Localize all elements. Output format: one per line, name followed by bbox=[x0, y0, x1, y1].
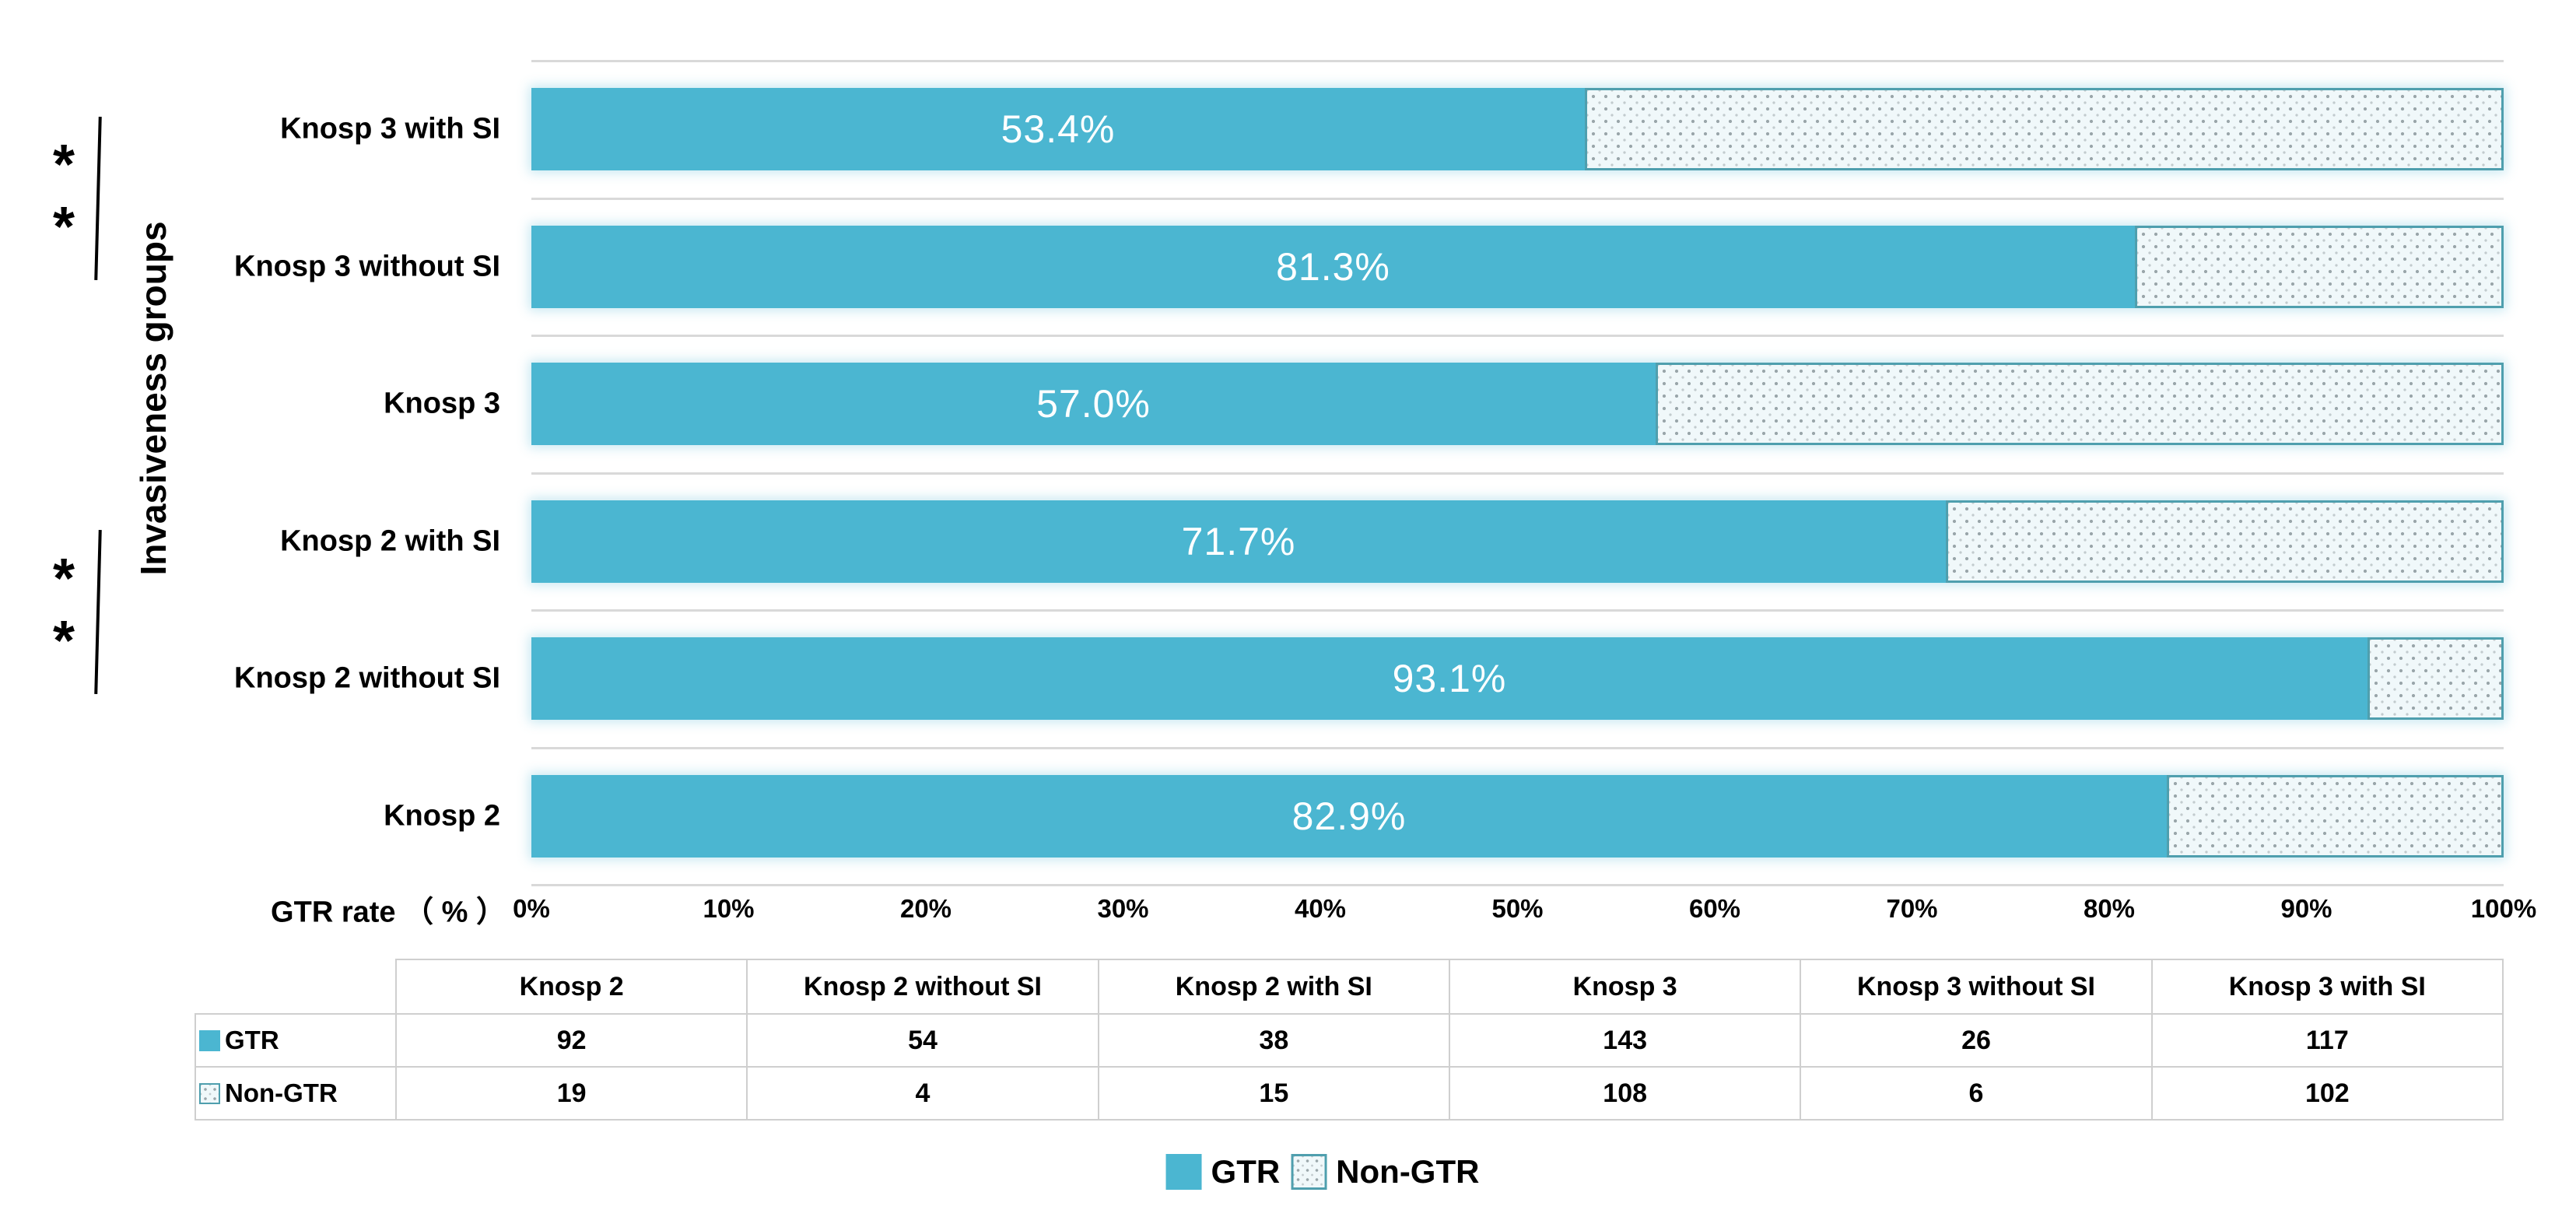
x-tick-label: 40% bbox=[1294, 894, 1347, 923]
grid-line bbox=[531, 472, 2504, 475]
legend-label: GTR bbox=[1211, 1153, 1281, 1190]
gtr-bar-segment: 81.3% bbox=[531, 225, 2135, 308]
table-header-cell: Knosp 2 without SI bbox=[746, 959, 1099, 1015]
significance-star: * bbox=[52, 548, 75, 610]
grid-line bbox=[531, 197, 2504, 200]
bar-value-label: 93.1% bbox=[1392, 657, 1507, 700]
table-value-cell: 6 bbox=[1800, 1066, 2153, 1121]
gtr-bar-segment: 82.9% bbox=[531, 774, 2167, 858]
x-tick-label: 70% bbox=[1886, 894, 1938, 923]
non-gtr-legend-swatch-icon bbox=[1291, 1154, 1327, 1190]
gtr-swatch-icon bbox=[199, 1029, 220, 1051]
bar-value-label: 71.7% bbox=[1181, 519, 1296, 563]
x-tick-label: 0% bbox=[513, 894, 550, 923]
table-header-cell: Knosp 3 with SI bbox=[2150, 959, 2504, 1015]
bar-row: 93.1% bbox=[531, 637, 2504, 720]
table-value-cell: 117 bbox=[2150, 1013, 2504, 1068]
bar-value-label: 82.9% bbox=[1292, 794, 1407, 838]
non-gtr-bar-segment bbox=[2167, 774, 2504, 858]
bar-value-label: 57.0% bbox=[1036, 382, 1151, 426]
x-tick-label: 10% bbox=[703, 894, 755, 923]
non-gtr-bar-segment bbox=[1656, 363, 2504, 445]
gtr-bar-segment: 57.0% bbox=[531, 363, 1656, 445]
table-value-cell: 15 bbox=[1097, 1066, 1450, 1121]
category-label: Knosp 2 with SI bbox=[280, 524, 500, 558]
legend-item: GTR bbox=[1165, 1153, 1281, 1191]
table-value-cell: 102 bbox=[2150, 1066, 2504, 1121]
bar-row: 57.0% bbox=[531, 363, 2504, 445]
table-header-cell: Knosp 2 with SI bbox=[1097, 959, 1450, 1015]
bar-row: 81.3% bbox=[531, 225, 2504, 308]
category-label: Knosp 3 without SI bbox=[234, 250, 500, 283]
gtr-bar-segment: 53.4% bbox=[531, 88, 1585, 170]
significance-star: * bbox=[52, 196, 75, 258]
table-row-label-text: Non-GTR bbox=[225, 1078, 338, 1107]
x-tick-label: 80% bbox=[2083, 894, 2136, 923]
data-table: Knosp 2 Knosp 2 without SI Knosp 2 with SI… bbox=[195, 959, 2504, 1121]
x-tick-label: 20% bbox=[899, 894, 952, 923]
table-corner-cell bbox=[195, 959, 397, 1015]
grid-line bbox=[531, 60, 2504, 62]
table-header-cell: Knosp 3 bbox=[1448, 959, 1802, 1015]
bar-row: 71.7% bbox=[531, 500, 2504, 583]
x-tick-label: 100% bbox=[2470, 894, 2537, 923]
table-row-label: GTR bbox=[197, 1026, 394, 1055]
table-row-label-text: GTR bbox=[225, 1026, 279, 1054]
table-header-cell: Knosp 2 bbox=[394, 959, 748, 1015]
x-tick-label: 90% bbox=[2280, 894, 2332, 923]
category-label: Knosp 2 without SI bbox=[234, 661, 500, 695]
table-row-label-cell: GTR bbox=[195, 1013, 397, 1068]
legend-item: Non-GTR bbox=[1291, 1153, 1479, 1191]
category-label: Knosp 3 bbox=[384, 387, 500, 420]
table-value-cell: 26 bbox=[1800, 1013, 2153, 1068]
table-value-cell: 4 bbox=[746, 1066, 1099, 1121]
non-gtr-bar-segment bbox=[2367, 637, 2504, 720]
bar-row: 82.9% bbox=[531, 774, 2504, 858]
significance-star: * bbox=[52, 610, 75, 672]
legend-label: Non-GTR bbox=[1336, 1153, 1480, 1190]
table-value-cell: 54 bbox=[746, 1013, 1099, 1068]
table-row: Non-GTR 19 4 15 108 6 102 bbox=[195, 1066, 2504, 1121]
significance-star: * bbox=[52, 134, 75, 196]
category-label: Knosp 3 with SI bbox=[280, 112, 500, 146]
x-axis-title: GTR rate （ % ） bbox=[271, 896, 506, 929]
grid-line bbox=[531, 746, 2504, 749]
table-header-row: Knosp 2 Knosp 2 without SI Knosp 2 with SI… bbox=[195, 959, 2504, 1015]
grid-line bbox=[531, 335, 2504, 337]
table-value-cell: 108 bbox=[1448, 1066, 1802, 1121]
grid-line bbox=[531, 609, 2504, 612]
gtr-bar-segment: 71.7% bbox=[531, 500, 1946, 583]
table-value-cell: 143 bbox=[1448, 1013, 1802, 1068]
table-value-cell: 92 bbox=[394, 1013, 748, 1068]
table-row-label: Non-GTR bbox=[197, 1078, 394, 1108]
gtr-legend-swatch-icon bbox=[1165, 1154, 1202, 1190]
non-gtr-bar-segment bbox=[1946, 500, 2504, 583]
x-tick-label: 50% bbox=[1491, 894, 1544, 923]
table-row-label-cell: Non-GTR bbox=[195, 1066, 397, 1121]
bar-value-label: 81.3% bbox=[1276, 244, 1390, 289]
legend: GTR Non-GTR bbox=[1165, 1153, 1479, 1191]
table-header-cell: Knosp 3 without SI bbox=[1800, 959, 2153, 1015]
grid-line bbox=[531, 884, 2504, 886]
non-gtr-swatch-icon bbox=[199, 1082, 220, 1104]
table-row: GTR 92 54 38 143 26 117 bbox=[195, 1013, 2504, 1068]
bar-value-label: 53.4% bbox=[1001, 107, 1116, 151]
non-gtr-bar-segment bbox=[2135, 225, 2504, 308]
non-gtr-bar-segment bbox=[1585, 88, 2504, 170]
table-value-cell: 38 bbox=[1097, 1013, 1450, 1068]
gtr-bar-segment: 93.1% bbox=[531, 637, 2367, 720]
bar-row: 53.4% bbox=[531, 88, 2504, 170]
x-tick-label: 60% bbox=[1688, 894, 1741, 923]
table-value-cell: 19 bbox=[394, 1066, 748, 1121]
category-label: Knosp 2 bbox=[384, 799, 500, 833]
x-tick-label: 30% bbox=[1097, 894, 1149, 923]
